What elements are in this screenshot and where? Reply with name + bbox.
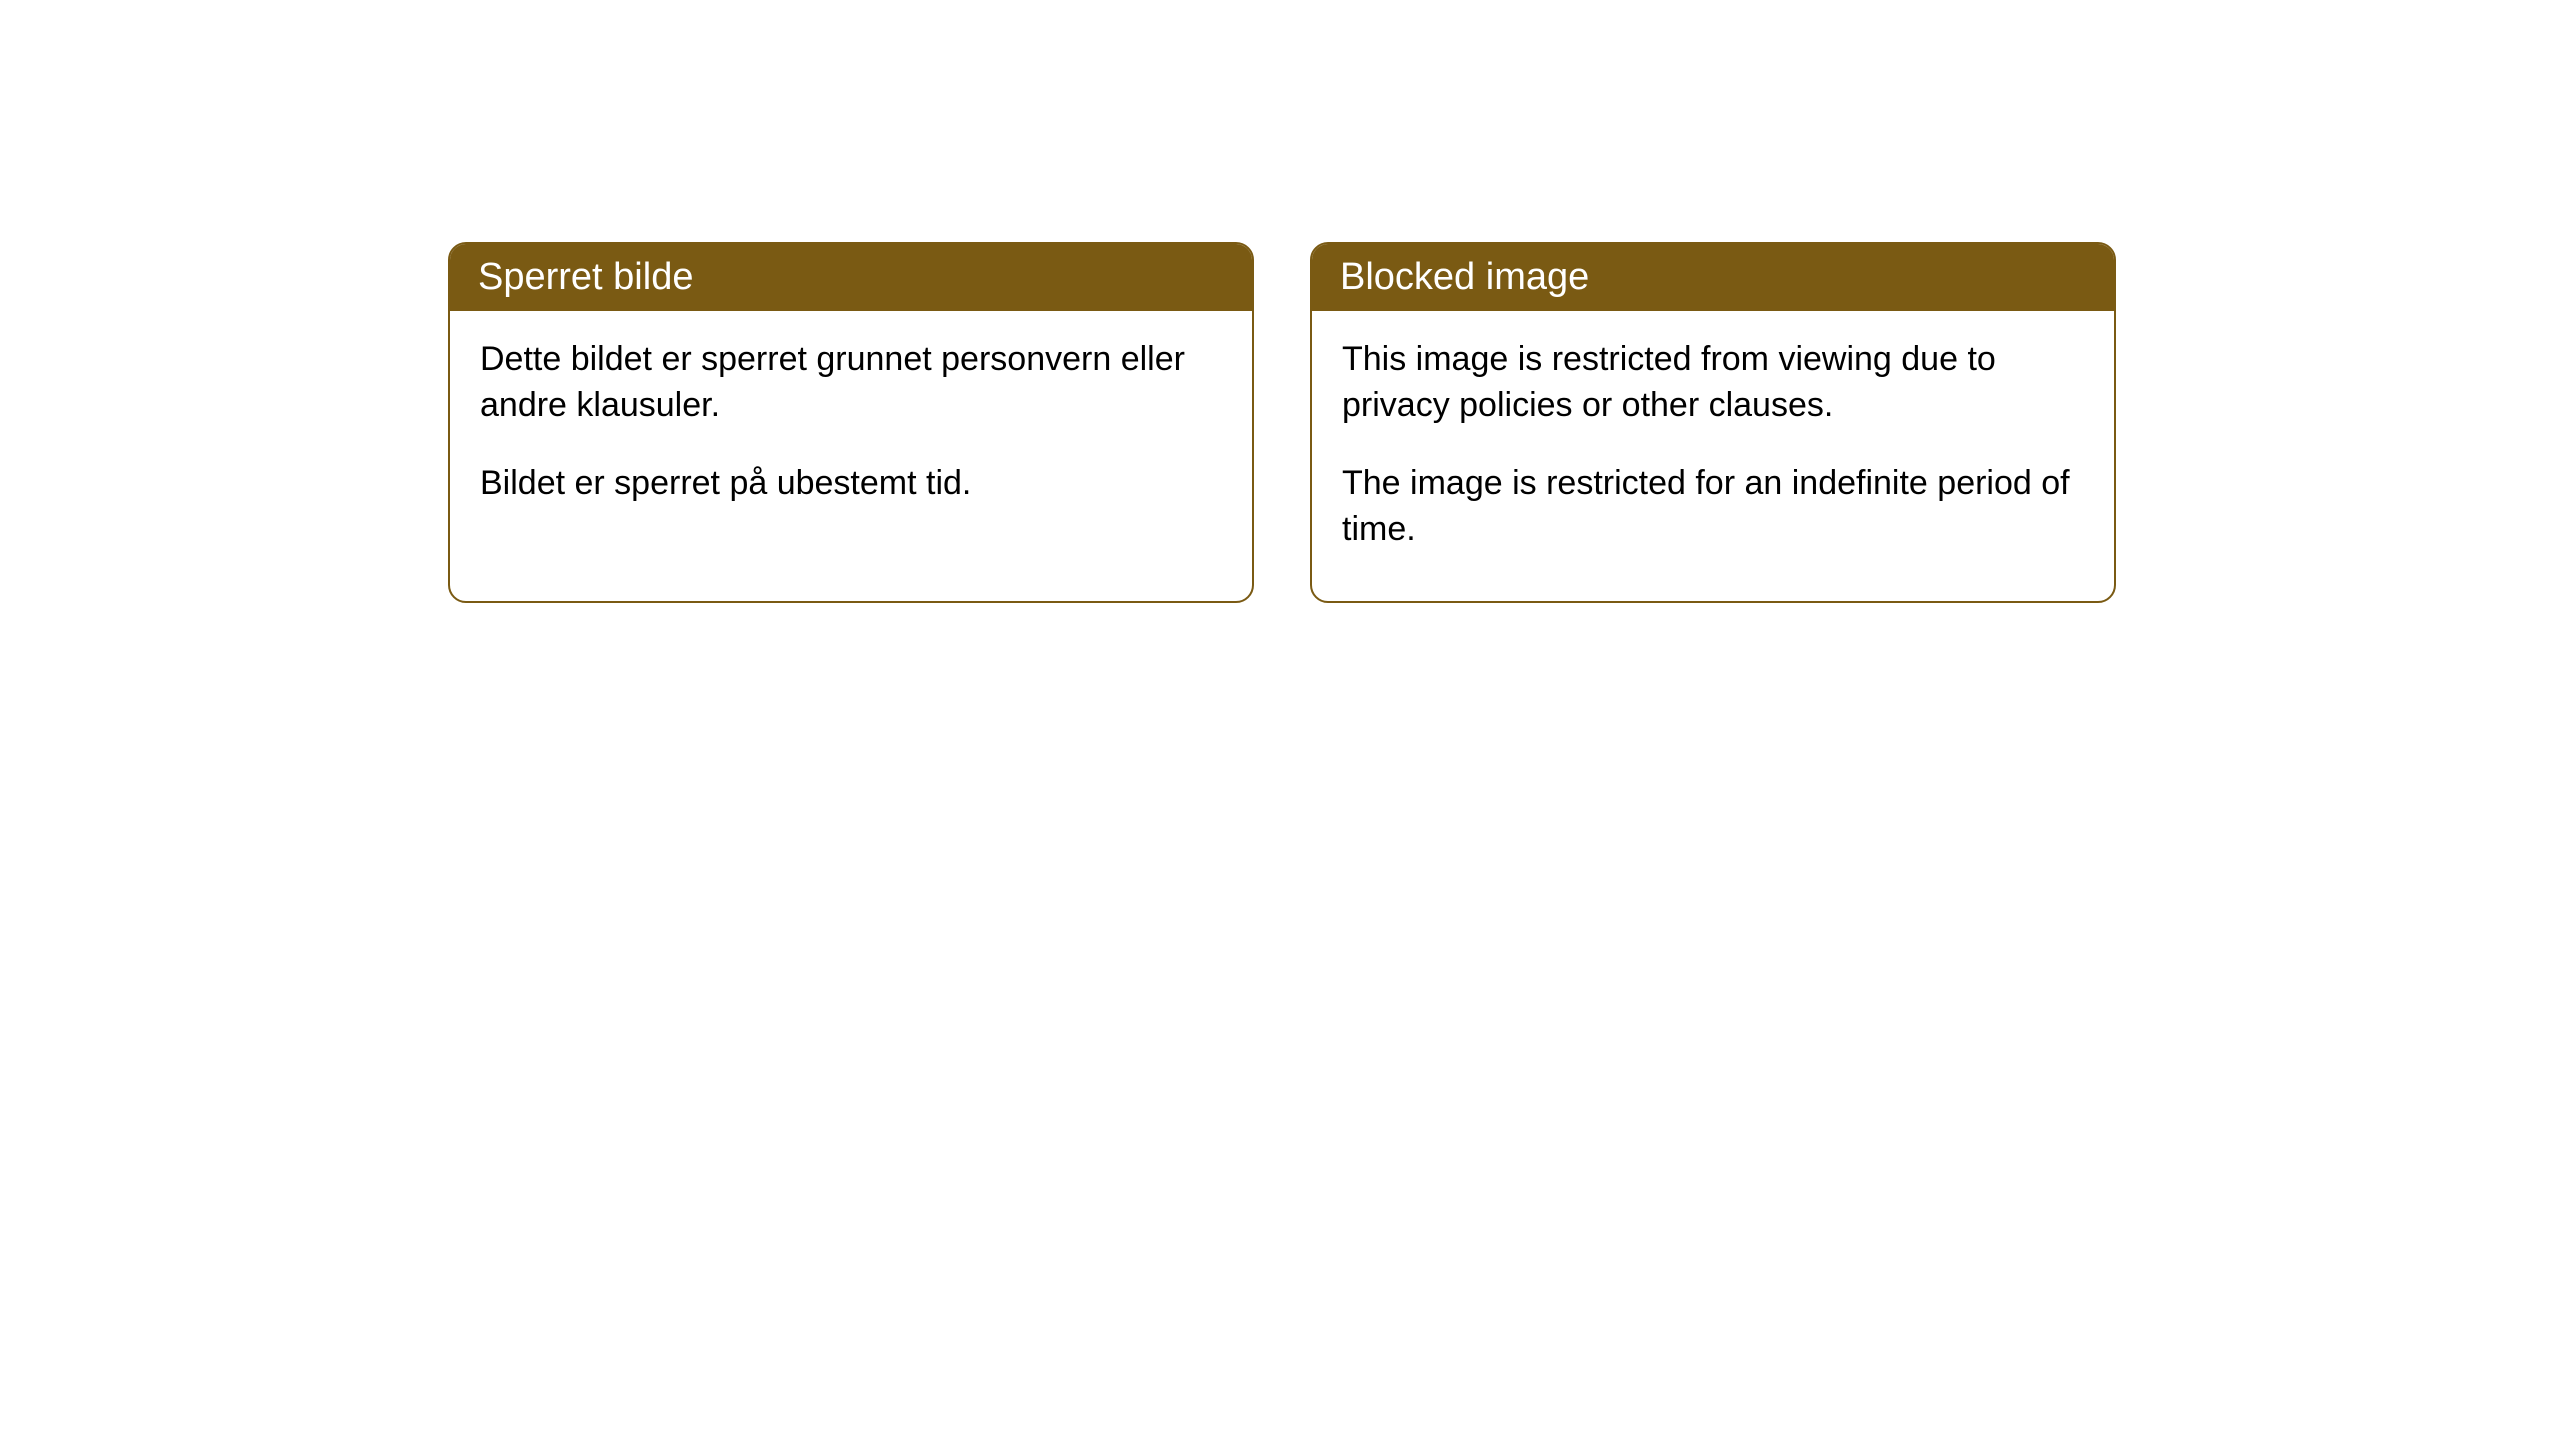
blocked-image-card-no: Sperret bilde Dette bildet er sperret gr… — [448, 242, 1254, 603]
card-body-no: Dette bildet er sperret grunnet personve… — [450, 311, 1252, 555]
card-paragraph-2-no: Bildet er sperret på ubestemt tid. — [480, 461, 1222, 507]
card-title-en: Blocked image — [1312, 244, 2114, 311]
card-paragraph-2-en: The image is restricted for an indefinit… — [1342, 461, 2084, 553]
card-container: Sperret bilde Dette bildet er sperret gr… — [0, 0, 2560, 603]
card-paragraph-1-no: Dette bildet er sperret grunnet personve… — [480, 337, 1222, 429]
card-body-en: This image is restricted from viewing du… — [1312, 311, 2114, 601]
card-title-no: Sperret bilde — [450, 244, 1252, 311]
card-paragraph-1-en: This image is restricted from viewing du… — [1342, 337, 2084, 429]
blocked-image-card-en: Blocked image This image is restricted f… — [1310, 242, 2116, 603]
